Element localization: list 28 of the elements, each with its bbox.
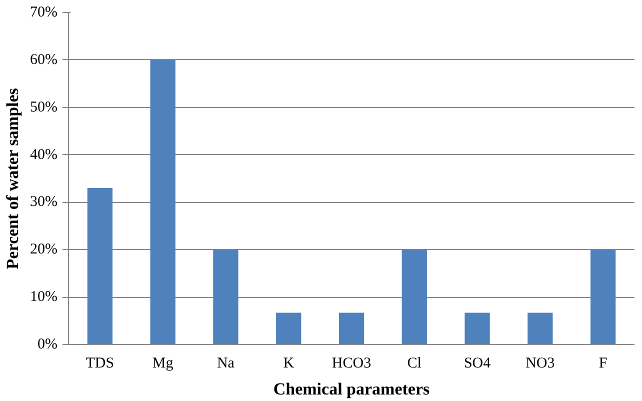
x-tick-label: HCO3 (332, 356, 372, 372)
y-axis-title: Percent of water samples (3, 88, 22, 270)
y-tick-label: 60% (30, 52, 58, 68)
bar (213, 250, 238, 344)
bar (590, 250, 616, 344)
bar (338, 312, 364, 344)
y-tick-label: 50% (30, 99, 58, 116)
x-tick-label: SO4 (464, 356, 492, 372)
y-tick-label: 10% (30, 289, 58, 306)
x-tick-label: Na (216, 356, 235, 372)
x-tick-label: Mg (152, 356, 174, 372)
bar (276, 312, 302, 344)
bar (150, 60, 176, 344)
y-tick-label: 70% (30, 4, 58, 20)
x-tick-label: TDS (86, 356, 114, 372)
bar (464, 312, 490, 344)
x-tick-label: Cl (407, 356, 422, 372)
x-tick-label: F (598, 356, 608, 372)
y-tick-label: 20% (30, 242, 58, 258)
y-tick-label: 30% (30, 194, 58, 210)
x-tick-label: NO3 (526, 356, 555, 372)
y-tick-label: 40% (30, 146, 58, 163)
bar (402, 250, 427, 344)
x-axis-title: Chemical parameters (273, 380, 430, 398)
bar (528, 312, 553, 344)
y-tick-label: 0% (38, 336, 58, 352)
x-tick-label: K (283, 356, 294, 372)
bar (87, 188, 113, 344)
